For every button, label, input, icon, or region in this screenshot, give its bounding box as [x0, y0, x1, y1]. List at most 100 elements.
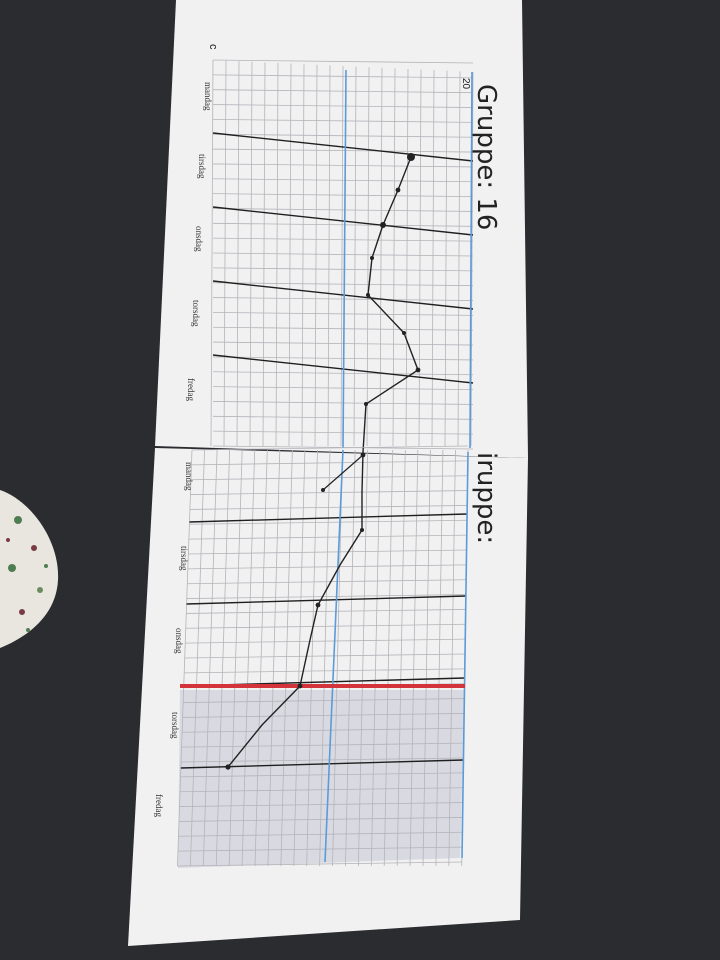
bottom-grid-column-line: [357, 449, 369, 867]
top-day-separator-line: [212, 206, 474, 236]
bottom-grid-column-line: [319, 449, 331, 867]
bottom-hand-drawn-curve: [225, 451, 366, 770]
bottom-grid-row-line: [178, 831, 463, 837]
bottom-grid-row-line: [190, 490, 468, 495]
top-grid-row-line: [212, 237, 474, 242]
bottom-grid-column-line: [422, 449, 431, 867]
top-point: [395, 187, 401, 193]
top-day-tirsdag: tirsdag: [197, 154, 207, 179]
bottom-grid-column-line: [409, 449, 419, 867]
bottom-sheet: iruppe: mandag tirsdag onsdag torsdag fr…: [128, 445, 528, 946]
top-corner-text: 20: [460, 78, 471, 90]
bottom-grid-row-line: [182, 713, 464, 718]
top-paper: [155, 0, 528, 458]
top-grid-row-line: [212, 133, 474, 138]
bottom-grid-column-line: [345, 449, 356, 867]
bottom-day-mandag: mandag: [184, 462, 194, 491]
top-grid-row-line: [212, 118, 474, 123]
top-grid-row-line: [212, 222, 474, 227]
top-grid-row-line: [212, 89, 474, 94]
top-grid-column-line: [340, 65, 344, 447]
bottom-point: [321, 488, 325, 492]
top-day-separator-line: [212, 280, 474, 310]
bottom-grid-row-line: [178, 817, 463, 822]
bottom-day-onsdag: onsdag: [174, 628, 184, 654]
top-day-fredag: fredag: [186, 378, 196, 401]
top-grid-column-line: [301, 64, 305, 447]
top-grid-row-line: [212, 193, 474, 198]
bottom-grid-row-line: [184, 653, 465, 659]
bottom-day-separator-line: [186, 595, 466, 605]
bottom-grid-column-line: [241, 449, 256, 867]
bottom-grid-row-line: [189, 519, 467, 525]
top-sheet: Gruppe: 16 20 c mandag tirsdag onsdag to…: [155, 0, 528, 458]
top-rotated-labels: Gruppe: 16 20 c mandag tirsdag onsdag to…: [186, 44, 501, 401]
top-grid-column-line: [327, 65, 331, 447]
top-point: [407, 153, 415, 161]
top-day-mandag: mandag: [203, 82, 213, 111]
bottom-point: [225, 764, 231, 770]
bottom-grid-column-line: [215, 449, 231, 867]
bottom-grid-column-line: [396, 449, 406, 867]
top-grid-row-line: [212, 104, 474, 108]
top-grid-row-line: [212, 163, 474, 168]
bottom-grid-row-line: [187, 564, 467, 570]
bottom-red-line: [180, 684, 465, 688]
top-day-onsdag: onsdag: [194, 226, 204, 252]
top-grid-row-line: [212, 178, 474, 183]
top-point: [364, 402, 368, 406]
top-grid-column-line: [249, 61, 253, 447]
bottom-grid-row-line: [182, 727, 464, 733]
bottom-grid-column-line: [435, 449, 444, 867]
bottom-grid-row-line: [186, 594, 466, 599]
top-grid-row-line: [212, 326, 474, 331]
bottom-grid-column-line: [448, 449, 456, 867]
top-point: [402, 331, 406, 335]
bottom-grid-row-line: [183, 698, 465, 703]
top-grid-column-line: [457, 71, 461, 447]
top-grid-column-line: [275, 62, 279, 447]
patterned-cloth-icon: [0, 490, 59, 648]
top-grid-column-line: [470, 71, 474, 447]
bottom-grid-row-line: [191, 460, 468, 466]
top-point: [366, 293, 370, 297]
bottom-grid-column-line: [228, 449, 243, 867]
bottom-blue-center-line: [324, 449, 344, 863]
bottom-grid-row-line: [185, 638, 466, 644]
top-grid-row-line: [212, 252, 474, 257]
top-grid-column-line: [314, 64, 318, 447]
top-grid-row-line: [212, 267, 474, 272]
bottom-grid-row-line: [180, 787, 463, 793]
top-grid-column-line: [444, 70, 448, 447]
top-blue-right-line: [469, 71, 473, 449]
top-point: [370, 256, 374, 260]
bottom-point: [297, 683, 303, 689]
top-day-separator-line: [212, 132, 474, 162]
bottom-point: [360, 528, 364, 532]
bottom-grid-row-line: [191, 445, 469, 451]
bottom-grid-row-line: [188, 534, 467, 540]
bottom-grid-row-line: [184, 668, 465, 674]
top-grid-column-line: [418, 69, 422, 447]
bottom-grid-row-line: [188, 549, 467, 555]
bottom-grid-row-line: [185, 623, 466, 629]
bottom-title: iruppe:: [471, 452, 501, 544]
bottom-day-fredag: fredag: [154, 794, 164, 817]
top-grid-column-line: [353, 66, 357, 447]
top-point: [380, 222, 386, 228]
bottom-grid-row-line: [190, 475, 468, 481]
top-grid-column-line: [366, 67, 370, 447]
bottom-point: [360, 452, 366, 458]
top-grid-column-line: [392, 68, 396, 447]
bottom-grid-column-line: [370, 449, 381, 867]
top-mark: c: [207, 44, 219, 50]
top-grid-column-line: [210, 59, 214, 447]
bottom-grid-row-line: [181, 757, 464, 763]
bottom-blue-right-line: [461, 451, 469, 859]
top-grid-row-line: [212, 59, 474, 64]
bottom-grid-row-line: [177, 846, 462, 852]
top-grid-column-line: [405, 68, 409, 447]
bottom-grid-column-line: [306, 449, 318, 867]
top-grid-row-line: [212, 74, 474, 79]
